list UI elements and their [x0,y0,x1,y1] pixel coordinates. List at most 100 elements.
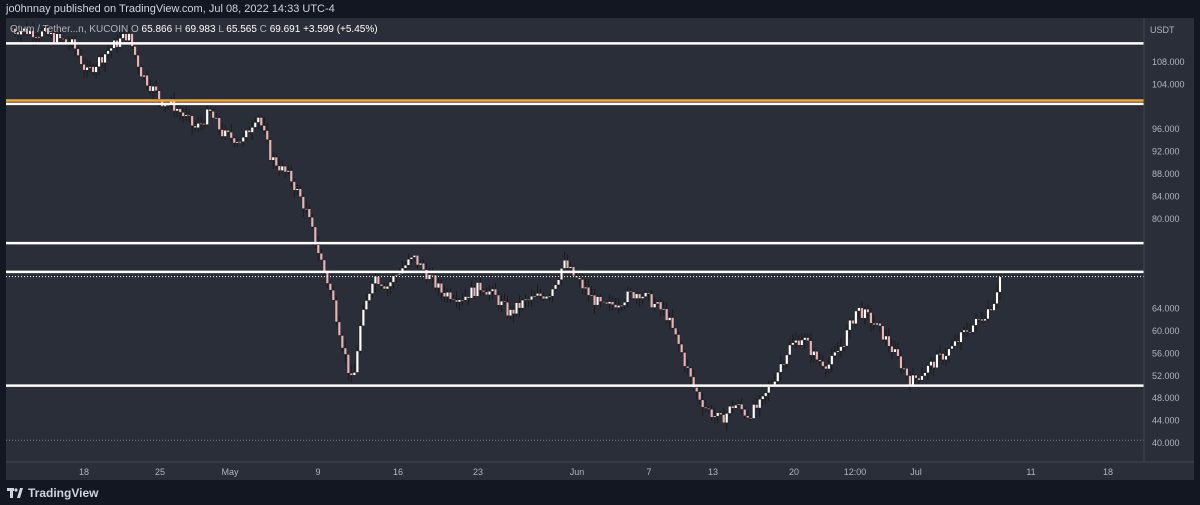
y-tick-label: 108.000 [1152,57,1185,67]
candle-body [935,354,939,368]
candle-body [502,300,506,303]
candle-body [295,188,299,191]
tradingview-icon [7,488,23,498]
candle-body [487,291,491,295]
candle-body [436,283,440,289]
candle-body [734,404,738,409]
candle-body [424,269,428,280]
x-tick-label: 9 [315,467,320,477]
candle-body [226,130,230,133]
candle-body [692,376,696,388]
candle-body [193,125,197,128]
candle-body [364,300,368,310]
candle-body [809,340,813,356]
candle-body [154,86,158,91]
open-value: 65.866 [141,24,173,35]
candle-body [593,294,597,306]
candle-body [743,409,747,416]
candle-body [211,111,215,119]
candle-body [971,325,975,333]
candle-body [638,293,642,299]
candle-body [782,363,786,366]
y-tick-label: 64.000 [1152,304,1180,314]
candle-body [989,308,993,311]
candle-body [797,340,801,346]
candle-body [403,265,407,269]
candle-body [509,309,513,316]
candle-body [127,33,131,41]
x-tick-label: 12:00 [844,467,867,477]
footer-bar: TradingView [0,482,1200,505]
candle-body [923,372,927,377]
candle-body [133,46,137,56]
candle-body [563,260,567,269]
candle-body [569,266,573,269]
candle-body [869,312,873,324]
candle-body [478,282,482,291]
tradingview-logo[interactable]: TradingView [7,486,98,500]
candle-body [358,325,362,352]
candle-body [899,355,903,369]
price-axis[interactable] [1144,18,1194,480]
candle-body [43,27,47,32]
candle-body [109,47,113,51]
candle-body [262,125,266,131]
candle-body [454,299,458,303]
candle-body [148,85,152,92]
candle-body [614,304,618,308]
candle-body [518,302,522,309]
candle-body [815,351,819,360]
candle-body [668,317,672,321]
x-tick-label: 7 [646,467,651,477]
candle-body [680,343,684,353]
candle-body [346,354,350,374]
candle-body [106,50,110,55]
low-label: L [218,24,224,35]
candle-body [719,412,723,415]
candle-body [683,352,687,367]
candle-body [460,299,464,302]
candle-body [995,291,999,304]
candle-body [34,36,38,39]
candle-body [650,293,654,308]
candle-body [545,296,549,300]
candle-body [229,131,233,139]
candle-body [938,353,942,355]
candle-body [911,374,915,386]
x-tick-label: 23 [473,467,483,477]
time-axis[interactable] [6,462,1194,480]
candle-body [965,329,969,332]
candle-body [277,165,281,171]
candle-body [557,279,561,286]
candle-body [304,208,308,210]
candle-body [322,259,326,272]
candle-body [887,335,891,347]
candle-body [752,404,756,419]
candle-body [524,299,528,301]
candle-body [731,406,735,409]
candle-body [521,299,525,309]
candle-body [665,308,669,321]
candle-body [352,372,356,376]
candle-body [890,345,894,353]
candle-body [58,33,62,39]
candle-body [905,368,909,376]
chart-area[interactable] [6,18,1194,480]
candle-body [758,399,762,409]
candle-body [340,335,344,349]
candle-body [208,109,212,112]
candle-body [842,345,846,348]
candle-body [761,395,765,400]
y-tick-label: 84.000 [1152,191,1180,201]
candle-body [25,28,29,35]
candle-body [265,130,269,140]
candle-body [824,365,828,370]
candle-body [475,282,479,297]
candle-body [445,292,449,297]
candle-body [136,54,140,68]
candle-body [289,170,293,182]
candle-body [397,273,401,275]
candle-body [268,139,272,161]
candle-body [590,294,594,297]
